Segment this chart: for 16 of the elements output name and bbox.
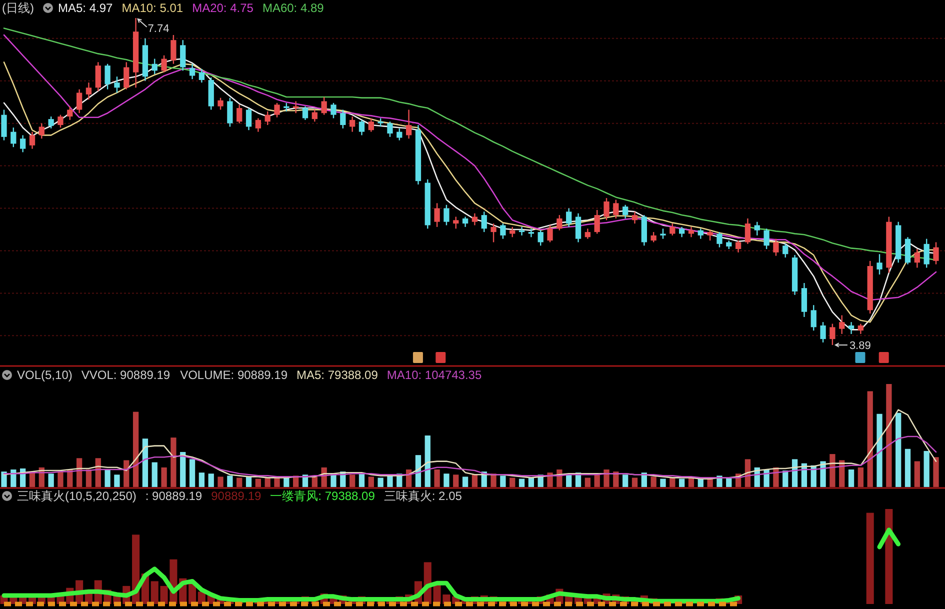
legend-item: MA20: 4.75 <box>192 1 254 15</box>
legend-item: MA5: 79388.09 <box>296 368 378 382</box>
annotation: : 90889.19 <box>145 489 202 503</box>
legend-item: MA10: 104743.35 <box>386 368 482 382</box>
title: 三味真火(10,5,20,250) <box>17 489 136 503</box>
legend-item: 90889.19 <box>211 489 262 503</box>
title: (日线) <box>2 1 34 15</box>
legend-item: MA10: 5.01 <box>122 1 184 15</box>
annotation: 三味真火: 2.05 <box>384 489 462 503</box>
annotation: VVOL: 90889.19 VOLUME: 90889.19 <box>81 368 288 382</box>
legend-item: 一缕青风: 79388.09 <box>270 489 375 503</box>
annotation: 3.89 <box>849 340 871 352</box>
legend-item: MA60: 4.89 <box>262 1 324 15</box>
legend-item: MA5: 4.97 <box>58 1 113 15</box>
title: VOL(5,10) <box>17 368 72 382</box>
annotation: 7.74 <box>148 23 170 35</box>
